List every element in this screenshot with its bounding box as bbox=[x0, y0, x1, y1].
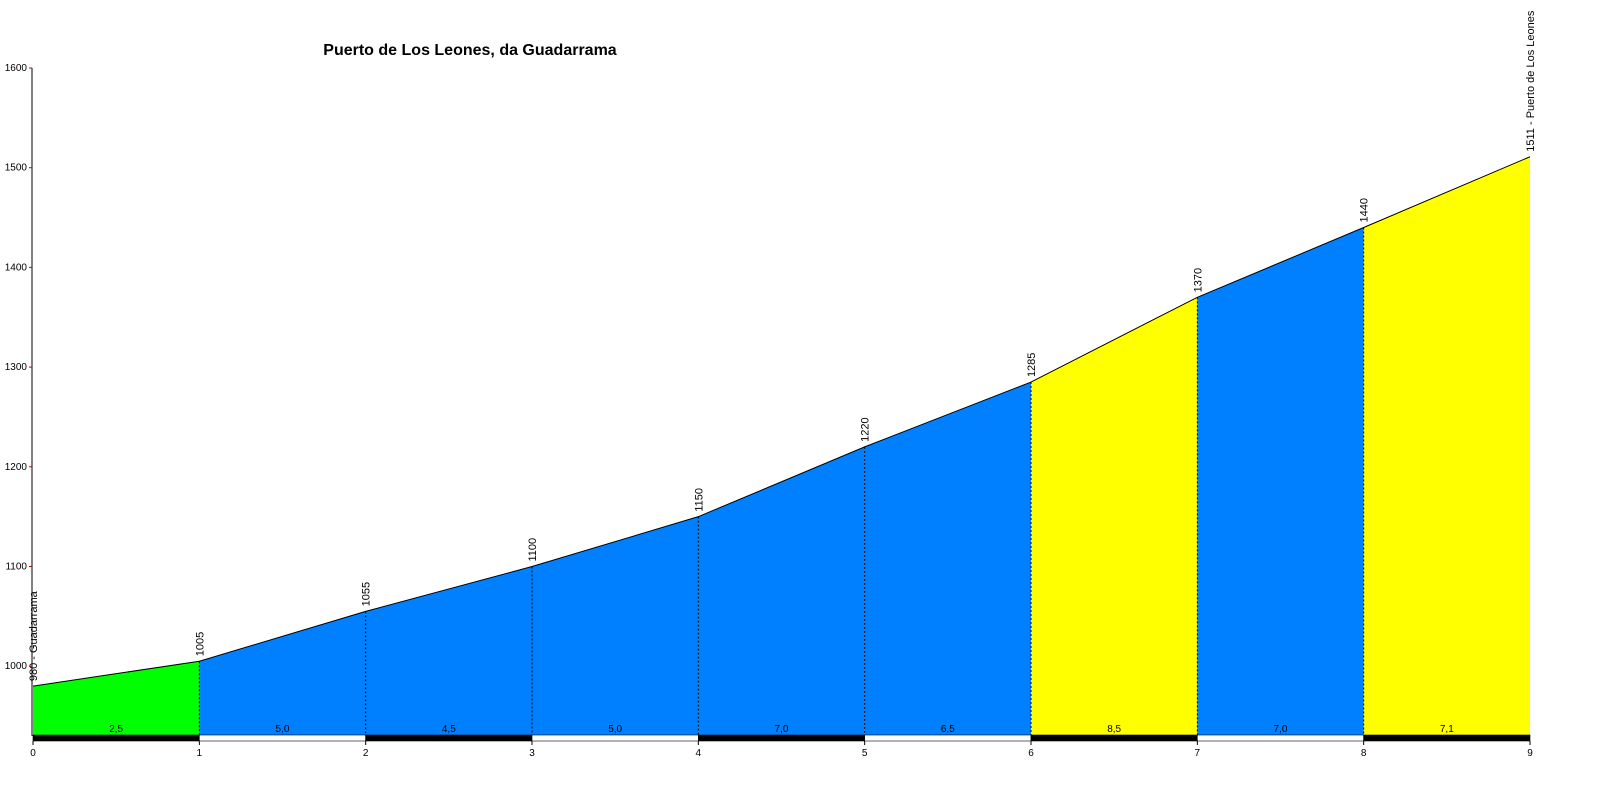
x-tick-label: 3 bbox=[529, 748, 535, 759]
elevation-label: 1440 bbox=[1359, 198, 1371, 222]
grade-bar-segment bbox=[531, 734, 699, 742]
y-tick-label: 1300 bbox=[5, 362, 28, 373]
grade-label: 7,1 bbox=[1440, 724, 1454, 735]
elevation-label: 1511 - Puerto de Los Leones bbox=[1525, 10, 1537, 152]
profile-segment bbox=[365, 566, 532, 735]
grade-bar-segment bbox=[864, 734, 1032, 742]
elevation-label: 1370 bbox=[1192, 268, 1204, 292]
y-tick-label: 1600 bbox=[5, 63, 28, 74]
grade-label: 2,5 bbox=[109, 724, 123, 735]
elevation-label: 1100 bbox=[527, 538, 539, 562]
grade-bar-segment bbox=[365, 734, 533, 742]
profile-segment bbox=[532, 516, 699, 735]
grade-label: 4,5 bbox=[442, 724, 456, 735]
y-tick-label: 1400 bbox=[5, 262, 28, 273]
grade-bar-segment bbox=[1030, 734, 1198, 742]
y-tick-label: 1000 bbox=[5, 661, 28, 672]
grade-bar-segment bbox=[698, 734, 865, 742]
grade-label: 8,5 bbox=[1107, 724, 1121, 735]
x-tick-label: 9 bbox=[1527, 748, 1533, 759]
profile-segment bbox=[1197, 227, 1364, 735]
x-tick-label: 4 bbox=[696, 748, 702, 759]
grade-bar-segment bbox=[199, 734, 366, 742]
y-tick-label: 1100 bbox=[5, 562, 27, 573]
grade-label: 7,0 bbox=[1274, 724, 1288, 735]
profile-line bbox=[32, 156, 1531, 687]
elevation-label: 1055 bbox=[361, 582, 373, 606]
x-tick-label: 7 bbox=[1195, 748, 1201, 759]
x-tick-label: 2 bbox=[363, 748, 369, 759]
elevation-label: 1150 bbox=[693, 488, 705, 512]
profile-segment bbox=[1363, 156, 1530, 736]
grade-label: 6,5 bbox=[941, 724, 955, 735]
x-tick-label: 6 bbox=[1028, 748, 1034, 759]
y-tick-label: 1200 bbox=[5, 462, 28, 473]
grade-label: 5,0 bbox=[608, 724, 622, 735]
profile-segment bbox=[698, 446, 865, 735]
profile-segment bbox=[864, 382, 1031, 735]
elevation-label: 1285 bbox=[1026, 353, 1038, 377]
x-tick-label: 5 bbox=[862, 748, 868, 759]
grade-bar-segment bbox=[32, 734, 200, 742]
elevation-label: 1220 bbox=[860, 417, 872, 441]
elevation-label: 980 - Guadarrama bbox=[28, 590, 40, 681]
grade-label: 7,0 bbox=[775, 724, 789, 735]
x-tick-label: 1 bbox=[197, 748, 203, 759]
x-tick-label: 0 bbox=[30, 748, 36, 759]
y-tick-label: 1500 bbox=[5, 163, 28, 174]
chart-title: Puerto de Los Leones, da Guadarrama bbox=[323, 42, 617, 59]
elevation-label: 1005 bbox=[194, 632, 206, 656]
profile-segment bbox=[33, 661, 200, 735]
profile-segment bbox=[1031, 297, 1198, 735]
grade-bar-segment bbox=[1363, 734, 1531, 742]
grade-label: 5,0 bbox=[276, 724, 290, 735]
x-tick-label: 8 bbox=[1361, 748, 1367, 759]
grade-bar-segment bbox=[1197, 734, 1364, 742]
profile-segment bbox=[199, 611, 366, 735]
